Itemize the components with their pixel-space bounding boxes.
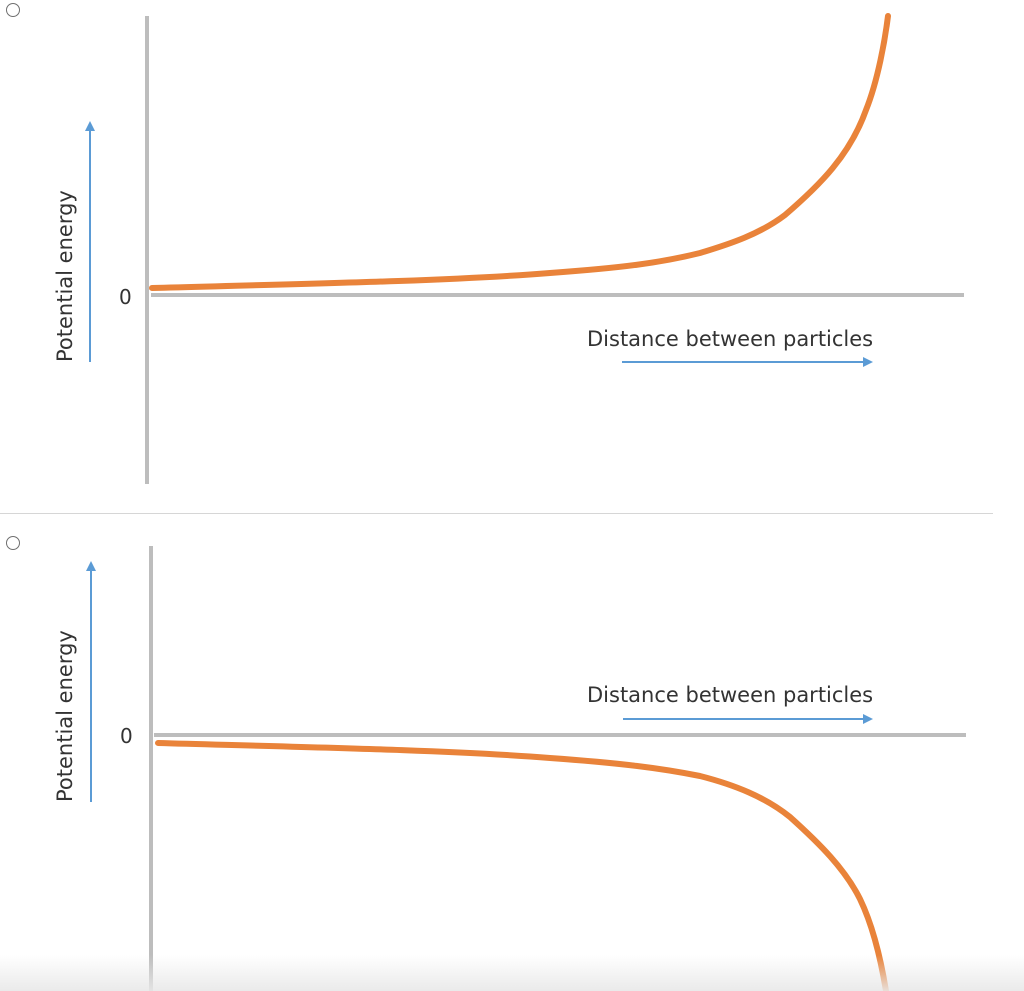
x-axis-label: Distance between particles <box>587 327 873 351</box>
answer-option-1[interactable]: 0 Potential energy Distance between part… <box>0 0 1024 514</box>
x-axis-label: Distance between particles <box>587 683 873 707</box>
radio-button-option-2[interactable] <box>6 536 20 550</box>
y-axis-arrow <box>86 561 96 802</box>
potential-energy-graph-2: 0 Potential energy Distance between part… <box>53 546 966 991</box>
x-axis-arrow <box>622 357 873 367</box>
potential-energy-graph-1: 0 Potential energy Distance between part… <box>53 13 964 484</box>
y-zero-label: 0 <box>120 724 133 748</box>
potential-curve-series <box>149 13 891 291</box>
answer-option-2[interactable]: 0 Potential energy Distance between part… <box>0 514 1024 991</box>
y-zero-label: 0 <box>119 285 132 309</box>
y-axis-label: Potential energy <box>53 630 77 802</box>
potential-curve-series <box>155 740 889 991</box>
option-divider <box>0 513 993 514</box>
x-axis-arrow <box>623 714 873 724</box>
scroll-fade <box>0 955 1024 991</box>
y-axis-label: Potential energy <box>53 190 77 362</box>
radio-button-option-1[interactable] <box>6 3 20 17</box>
y-axis-arrow <box>85 121 95 362</box>
